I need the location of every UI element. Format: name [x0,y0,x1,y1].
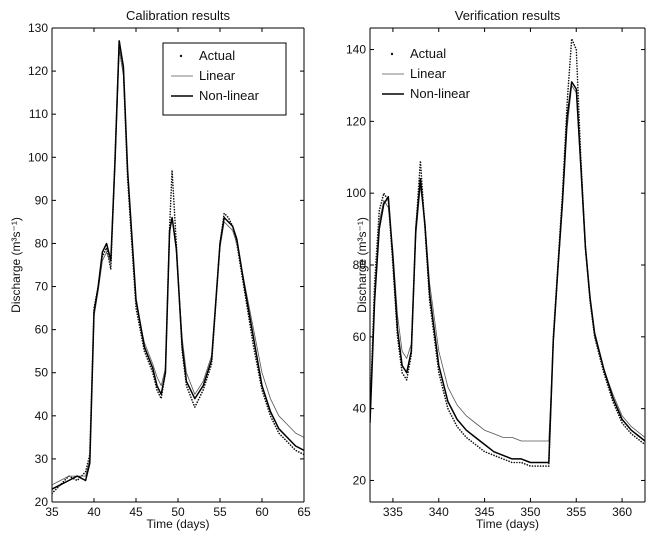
y-tick-label: 120 [28,64,48,78]
legend-label: Actual [410,46,446,61]
y-axis-label: Discharge (m³s⁻¹) [9,217,23,313]
x-tick-label: 350 [520,505,540,519]
x-tick-label: 35 [45,505,59,519]
x-tick-label: 55 [213,505,227,519]
legend-label: Non-linear [410,86,471,101]
series-non-linear [52,40,304,490]
y-tick-label: 80 [353,258,367,272]
y-tick-label: 110 [29,107,48,121]
y-tick-label: 20 [35,495,49,509]
chart-title: Calibration results [126,8,231,23]
x-axis-label: Time (days) [476,517,539,531]
x-tick-label: 355 [566,505,586,519]
x-tick-label: 50 [171,505,185,519]
legend-label: Non-linear [199,88,260,103]
legend: Actual Linear Non-linear [162,42,287,116]
y-tick-label: 100 [28,150,48,164]
series-actual [370,38,645,467]
x-axis-label: Time (days) [147,517,210,531]
y-axis-label: Discharge (m³s⁻¹) [355,217,369,313]
y-tick-label: 90 [35,193,49,207]
x-tick-label: 345 [475,505,495,519]
x-tick-label: 340 [429,505,449,519]
y-tick-label: 100 [346,186,366,200]
y-tick-label: 40 [35,409,49,423]
series-linear [370,85,645,442]
x-tick-label: 335 [383,505,403,519]
y-tick-label: 70 [35,280,49,294]
x-tick-label: 45 [129,505,143,519]
legend-label: Actual [199,48,235,63]
x-tick-label: 40 [87,505,101,519]
legend-label: Linear [199,68,236,83]
y-tick-label: 50 [35,366,49,380]
legend-label: Linear [410,66,447,81]
series-actual [52,40,304,495]
y-tick-label: 80 [35,236,49,250]
chart-0: Calibration results 35 40 45 50 55 60 65 20 30 40 5… [9,8,311,531]
y-tick-label: 130 [28,21,48,35]
series-non-linear [370,81,645,464]
y-tick-label: 140 [346,43,366,57]
chart-title: Verification results [455,8,561,23]
x-tick-label: 360 [612,505,632,519]
y-tick-label: 60 [35,323,49,337]
x-tick-label: 60 [255,505,269,519]
y-tick-label: 120 [346,114,366,128]
y-tick-label: 40 [353,402,367,416]
legend-swatch-actual [390,52,394,56]
legend-swatch-actual [179,54,183,58]
y-tick-label: 60 [353,330,367,344]
chart-1: Verification results 335 340 345 350 355 360 20… [346,8,646,531]
legend-box [162,42,287,116]
x-tick-label: 65 [297,505,311,519]
y-tick-label: 20 [353,473,367,487]
legend: Actual Linear Non-linear [382,46,471,101]
y-tick-label: 30 [35,452,49,466]
